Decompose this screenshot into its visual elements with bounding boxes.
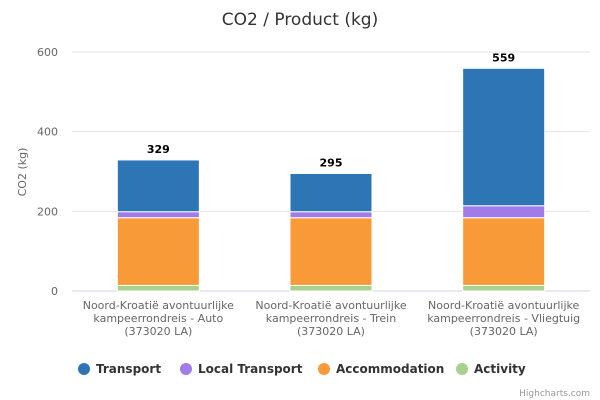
bar-segment-local-transport[interactable] — [116, 211, 200, 219]
bar-segment-activity[interactable] — [462, 284, 546, 292]
legend-marker — [456, 363, 468, 375]
legend-label: Local Transport — [198, 362, 303, 376]
legend-item-transport[interactable]: Transport — [78, 362, 161, 376]
chart-title: CO2 / Product (kg) — [222, 10, 378, 30]
legend-label: Accommodation — [336, 362, 444, 376]
bar-segment-accommodation[interactable] — [462, 217, 546, 286]
x-tick-label: Noord-Kroatië avontuurlijke — [83, 299, 234, 312]
legend-label: Transport — [96, 362, 161, 376]
bar-segment-accommodation[interactable] — [289, 217, 373, 286]
x-tick-label: kampeerrondreis - Auto — [93, 312, 223, 325]
bar-segment-accommodation[interactable] — [116, 217, 200, 286]
legend-marker — [180, 363, 192, 375]
legend-marker — [318, 363, 330, 375]
y-axis-label: CO2 (kg) — [16, 148, 29, 197]
bar-segment-transport[interactable] — [116, 159, 200, 213]
y-tick-label: 0 — [51, 285, 58, 298]
bar-segment-transport[interactable] — [289, 172, 373, 213]
credits-link[interactable]: Highcharts.com — [519, 389, 590, 399]
legend-item-accommodation[interactable]: Accommodation — [318, 362, 444, 376]
legend-label: Activity — [474, 362, 526, 376]
bar-segment-local-transport[interactable] — [462, 205, 546, 219]
bar-segment-activity[interactable] — [289, 284, 373, 292]
x-tick-label: (373020 LA) — [470, 325, 538, 338]
x-tick-label: kampeerrondreis - Trein — [266, 312, 396, 325]
legend-item-local-transport[interactable]: Local Transport — [180, 362, 303, 376]
x-tick-label: Noord-Kroatië avontuurlijke — [255, 299, 406, 312]
y-tick-label: 200 — [37, 205, 58, 218]
legend-marker — [78, 363, 90, 375]
y-tick-label: 600 — [37, 46, 58, 59]
bar-segment-transport[interactable] — [462, 67, 546, 207]
x-tick-label: (373020 LA) — [124, 325, 192, 338]
x-tick-label: (373020 LA) — [297, 325, 365, 338]
y-tick-label: 400 — [37, 126, 58, 139]
x-tick-label: Noord-Kroatië avontuurlijke — [428, 299, 579, 312]
total-data-label: 329 — [147, 143, 170, 156]
bar-segment-activity[interactable] — [116, 284, 200, 292]
total-data-label: 559 — [492, 51, 515, 64]
total-data-label: 295 — [320, 156, 343, 169]
legend-item-activity[interactable]: Activity — [456, 362, 526, 376]
x-tick-label: kampeerrondreis - Vliegtuig — [427, 312, 580, 325]
bar-segment-local-transport[interactable] — [289, 211, 373, 219]
